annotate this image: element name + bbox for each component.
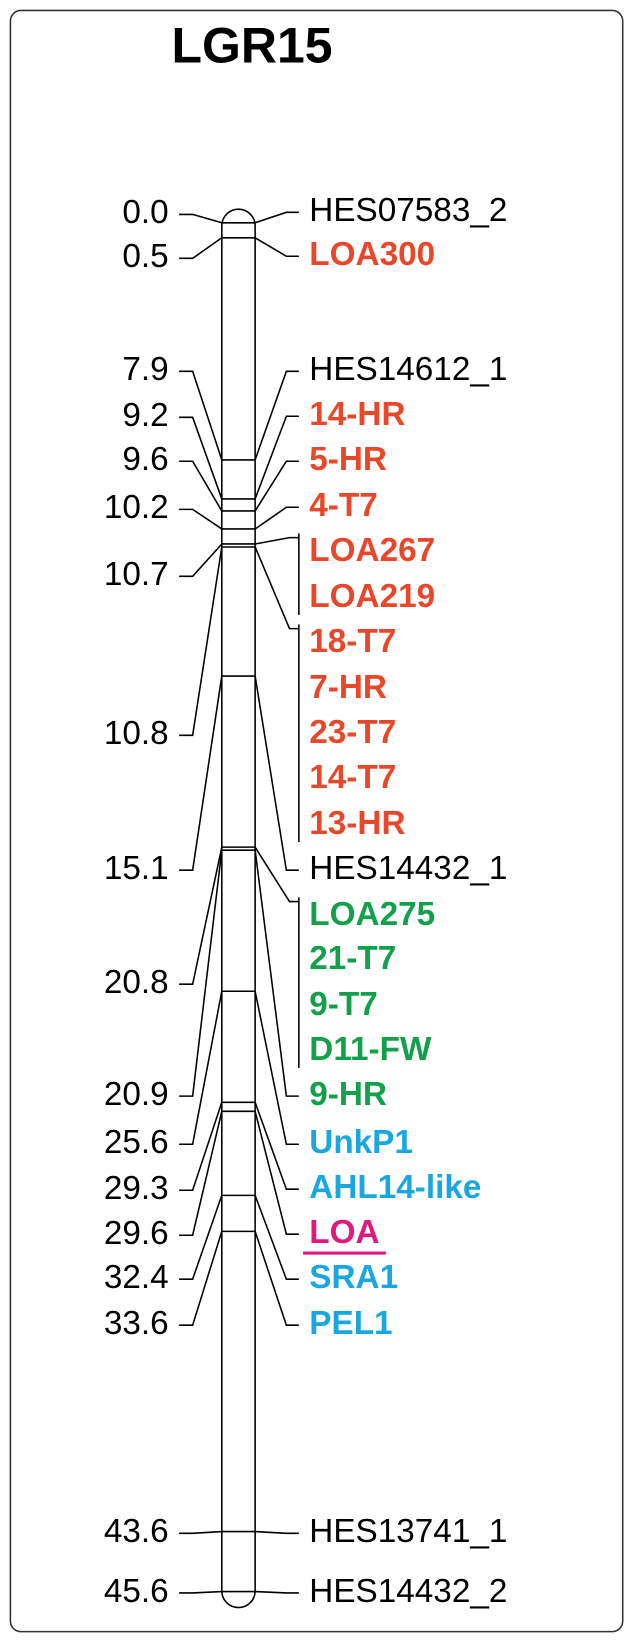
right-connector (254, 1111, 299, 1235)
position-label: 9.6 (122, 441, 168, 478)
right-connector (254, 675, 299, 871)
marker-label: 4-T7 (309, 487, 377, 524)
position-label: 9.2 (122, 397, 168, 434)
right-connector (254, 415, 299, 500)
left-connector (179, 1231, 223, 1326)
position-label: 32.4 (104, 1259, 169, 1296)
marker-label: AHL14-like (309, 1169, 481, 1206)
position-label: 15.1 (104, 850, 169, 887)
position-label: 33.6 (104, 1305, 169, 1342)
marker-label: LOA300 (309, 236, 435, 273)
position-label: 25.6 (104, 1124, 169, 1161)
left-connector (179, 543, 223, 578)
right-connector (254, 1231, 299, 1326)
marker-label: 14-T7 (309, 759, 396, 796)
right-connector (254, 850, 299, 1097)
left-connector (179, 460, 223, 512)
right-connector (255, 1590, 299, 1594)
position-label: 7.9 (122, 351, 168, 388)
right-connector (254, 1102, 299, 1190)
right-connector (254, 370, 299, 461)
marker-label: HES14432_1 (309, 850, 507, 887)
left-connector (179, 846, 223, 985)
right-connector (254, 460, 299, 512)
frame (9, 9, 624, 1633)
marker-label: 23-T7 (309, 714, 396, 751)
marker-label: 9-T7 (309, 986, 377, 1023)
left-connector (179, 546, 223, 737)
right-connector (254, 1195, 299, 1280)
marker-label: 14-HR (309, 396, 405, 433)
left-connector (179, 1530, 222, 1535)
marker-label: 5-HR (309, 441, 387, 478)
position-label: 10.8 (104, 715, 169, 752)
left-connector (179, 213, 223, 224)
position-label: 20.9 (104, 1076, 169, 1113)
left-connector (179, 370, 223, 461)
title: LGR15 (171, 17, 332, 73)
marker-label: HES13741_1 (309, 1513, 507, 1550)
right-connector (254, 237, 299, 258)
position-label: 20.8 (104, 964, 169, 1001)
marker-label: 21-T7 (309, 940, 396, 977)
position-label: 0.0 (122, 194, 168, 231)
position-label: 10.2 (104, 489, 169, 526)
position-label: 29.6 (104, 1215, 169, 1252)
left-connector (179, 1102, 223, 1192)
left-connector (179, 237, 223, 260)
left-connector (179, 1590, 222, 1594)
left-connector (179, 850, 223, 1097)
marker-label: LOA (309, 1214, 379, 1251)
marker-label: SRA1 (309, 1259, 398, 1296)
right-connector (254, 846, 299, 903)
marker-label: D11-FW (309, 1031, 432, 1068)
left-connector (179, 508, 223, 530)
position-label: 0.5 (122, 238, 168, 275)
right-connector (255, 1530, 299, 1535)
marker-label: LOA275 (309, 896, 435, 933)
right-connector (254, 211, 299, 224)
left-connector (179, 416, 223, 500)
marker-label: 7-HR (309, 669, 387, 706)
chromosome (221, 208, 256, 1609)
right-connector (254, 536, 299, 545)
marker-label: 18-T7 (309, 623, 396, 660)
position-label: 45.6 (104, 1573, 169, 1610)
marker-label: LOA219 (309, 578, 435, 615)
left-connector (179, 675, 223, 871)
position-label: 10.7 (104, 556, 169, 593)
position-label: 43.6 (104, 1513, 169, 1550)
left-connector (179, 991, 223, 1146)
marker-label: HES14432_2 (309, 1573, 507, 1610)
right-connector (254, 506, 299, 530)
left-connector (179, 1111, 223, 1237)
marker-label: UnkP1 (309, 1124, 413, 1161)
position-label: 29.3 (104, 1170, 169, 1207)
right-connector (254, 991, 299, 1146)
marker-label: HES07583_2 (309, 192, 507, 229)
marker-label: 9-HR (309, 1076, 387, 1113)
marker-label: PEL1 (309, 1305, 392, 1342)
marker-label: HES14612_1 (309, 351, 507, 388)
right-connector (254, 546, 299, 630)
left-connector (179, 1195, 223, 1280)
marker-label: 13-HR (309, 805, 405, 842)
marker-label: LOA267 (309, 532, 435, 569)
